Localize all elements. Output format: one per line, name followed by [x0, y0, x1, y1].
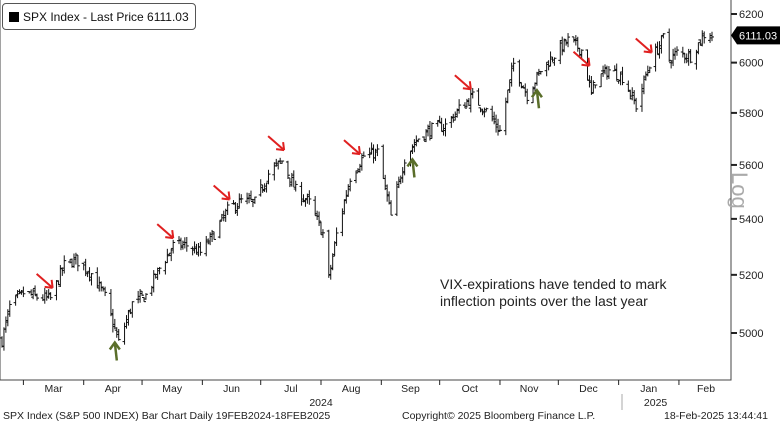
legend-swatch	[9, 11, 19, 22]
y-tick-label: 6000	[739, 58, 763, 70]
footer-timestamp: 18-Feb-2025 13:44:41	[664, 410, 768, 422]
red-arrow-head	[221, 191, 231, 201]
x-tick-label-dec: Dec	[579, 383, 598, 395]
price-bars	[0, 28, 714, 351]
annotation-line-2: inflection points over the last year	[440, 293, 648, 309]
y-tick-label: 6200	[739, 9, 763, 21]
red-arrow-head	[643, 44, 653, 54]
year-label-2024: 2024	[309, 397, 333, 409]
x-tick-label-oct: Oct	[462, 383, 478, 395]
red-arrow	[635, 37, 653, 54]
x-axis: Mar Apr May Jun Jul Aug Sep Oct Nov Dec Jan Feb 2024…	[22, 380, 715, 410]
plot-frame	[0, 0, 732, 381]
last-price-tag-label: 6111.03	[739, 30, 777, 42]
x-tick-label-jan: Jan	[640, 383, 657, 395]
x-tick-label-sep: Sep	[401, 383, 420, 395]
green-arrow	[113, 342, 119, 361]
y-tick-label: 5200	[739, 270, 763, 282]
red-arrow-head	[44, 279, 54, 289]
red-arrow-head	[581, 57, 591, 67]
y-tick-label: 5800	[739, 108, 763, 120]
red-arrow	[156, 223, 174, 239]
red-arrow-head	[351, 146, 361, 156]
x-tick-label-aug: Aug	[342, 383, 361, 395]
red-arrow-head	[462, 81, 472, 91]
red-arrow	[35, 273, 54, 289]
red-arrow	[343, 139, 361, 155]
x-tick-label-nov: Nov	[520, 383, 539, 395]
green-arrow	[535, 90, 541, 109]
annotation-text: VIX-expirations have tended to mark infl…	[440, 276, 666, 310]
y-tick-label: 5000	[739, 328, 763, 340]
green-arrow-head	[108, 340, 121, 351]
y-tick-label: 5400	[739, 214, 763, 226]
y-scale-label: Log	[727, 172, 752, 209]
y-tick-label: 5600	[739, 160, 763, 172]
legend-label: SPX Index - Last Price 6111.03	[23, 9, 189, 24]
green-arrow	[411, 159, 416, 178]
red-arrow	[267, 135, 285, 151]
red-arrow	[212, 184, 231, 201]
year-label-2025: 2025	[644, 397, 668, 409]
x-tick-label-jun: Jun	[223, 383, 240, 395]
green-arrow-head	[406, 157, 419, 168]
legend: SPX Index - Last Price 6111.03	[2, 3, 196, 30]
x-tick-label-feb: Feb	[697, 383, 715, 395]
last-price-tag	[731, 26, 780, 45]
x-tick-label-may: May	[162, 383, 183, 395]
green-arrow-head	[530, 88, 543, 99]
y-axis: 5000 5200 5400 5600 5800 6000 6200 6111.03	[731, 9, 780, 340]
annotation-line-1: VIX-expirations have tended to mark	[440, 276, 667, 292]
footer-copyright: Copyright© 2025 Bloomberg Finance L.P.	[402, 410, 596, 422]
x-tick-label-mar: Mar	[45, 383, 64, 395]
footer-description: SPX Index (S&P 500 INDEX) Bar Chart Dail…	[3, 410, 331, 422]
red-arrow	[572, 51, 591, 67]
x-tick-label-apr: Apr	[105, 383, 122, 395]
red-arrow-head	[275, 141, 286, 152]
annotation-arrows	[35, 37, 653, 361]
red-arrow-head	[165, 229, 175, 240]
x-tick-label-jul: Jul	[284, 383, 297, 395]
red-arrow	[454, 74, 472, 91]
